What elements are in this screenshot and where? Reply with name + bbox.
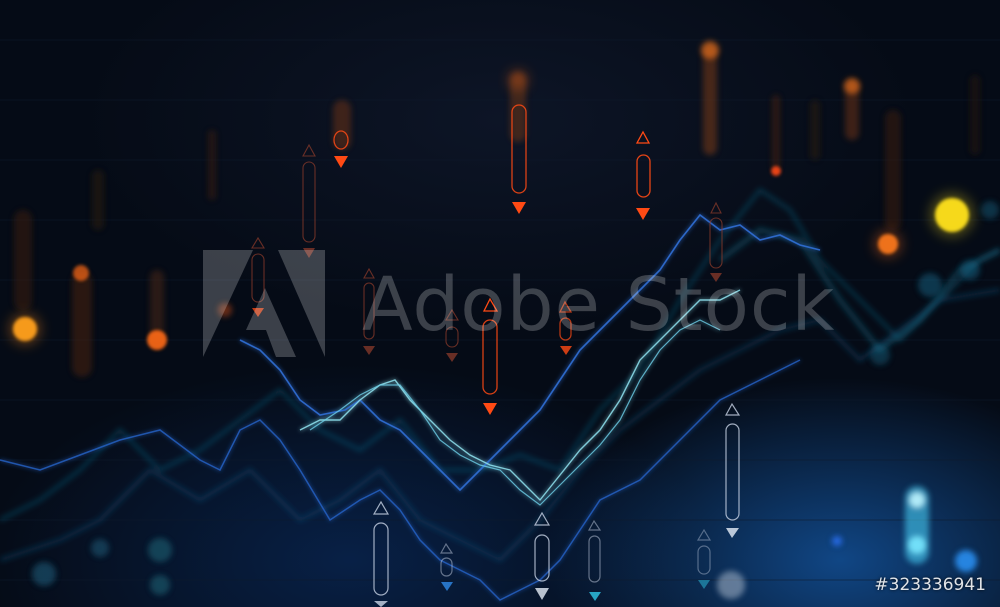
watermark-text: Adobe Stock	[362, 262, 836, 348]
cyan-line	[299, 289, 741, 502]
dim-indicators	[251, 143, 723, 362]
stock-id-label: #323336941	[874, 575, 986, 595]
blue-line-high	[239, 213, 821, 492]
cyan-line-2	[309, 319, 721, 506]
white-indicators	[372, 402, 741, 607]
blue-bokeh	[32, 201, 999, 599]
blurred-candles	[14, 45, 980, 377]
adobe-logo-watermark	[203, 250, 325, 357]
chart-lines	[0, 213, 821, 601]
orange-indicators	[333, 104, 651, 415]
blue-line-low	[0, 359, 801, 601]
bokeh-dots	[9, 41, 974, 350]
blurred-lines	[0, 187, 1000, 563]
